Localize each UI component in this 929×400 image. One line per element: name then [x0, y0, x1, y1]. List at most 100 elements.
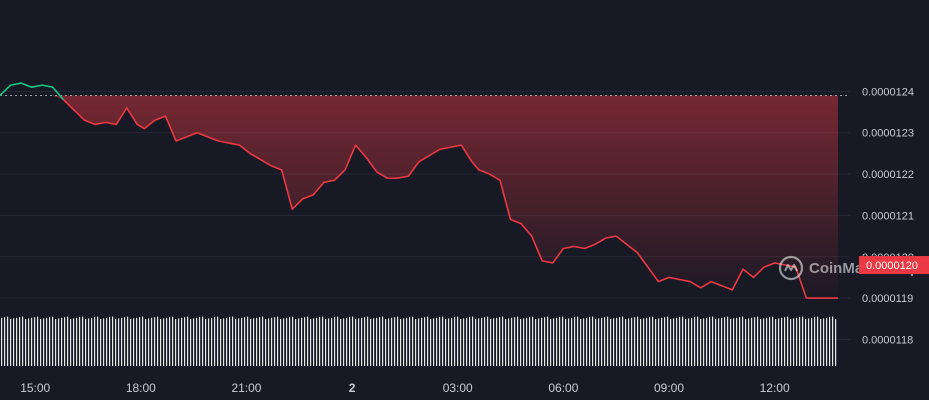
volume-bar [250, 319, 252, 366]
x-tick-label: 03:00 [443, 381, 473, 395]
volume-bar [832, 316, 834, 366]
volume-bar [298, 318, 300, 366]
volume-bar [214, 317, 216, 366]
volume-bar [340, 319, 342, 366]
volume-bar [742, 316, 744, 366]
volume-bar [655, 319, 657, 366]
volume-bar [451, 317, 453, 366]
volume-bar [217, 316, 219, 366]
volume-bar [40, 319, 42, 366]
volume-bar [13, 318, 15, 366]
x-tick-label: 15:00 [20, 381, 50, 395]
volume-bar [442, 316, 444, 366]
volume-bar [589, 317, 591, 366]
volume-bar [763, 318, 765, 366]
volume-bar [619, 317, 621, 366]
volume-bar [796, 317, 798, 366]
volume-bar [814, 317, 816, 366]
volume-bar [502, 316, 504, 366]
volume-bar [592, 316, 594, 366]
volume-bar [136, 317, 138, 366]
volume-bar [139, 317, 141, 366]
volume-bar [568, 318, 570, 366]
volume-bar [433, 318, 435, 366]
volume-bar [787, 316, 789, 366]
volume-bar [31, 317, 33, 366]
volume-bar [802, 316, 804, 366]
volume-bar [565, 319, 567, 366]
volume-bar [382, 316, 384, 366]
volume-bar [775, 319, 777, 366]
volume-bar [121, 317, 123, 366]
volume-bar [154, 317, 156, 366]
x-tick-label: 12:00 [760, 381, 790, 395]
volume-bar [37, 316, 39, 366]
volume-bar [646, 317, 648, 366]
volume-bar [730, 319, 732, 366]
volume-bar [241, 317, 243, 366]
volume-bar [793, 318, 795, 366]
volume-bar [415, 319, 417, 366]
volume-bar [319, 317, 321, 366]
volume-bar [205, 319, 207, 366]
volume-bar [610, 319, 612, 366]
volume-bar [397, 316, 399, 366]
price-line [0, 82, 838, 299]
volume-bar [532, 316, 534, 366]
volume-bar [790, 319, 792, 366]
volume-bar [67, 316, 69, 366]
volume-bar [34, 317, 36, 366]
volume-bar [523, 318, 525, 366]
volume-bar [73, 318, 75, 366]
volume-bar [109, 317, 111, 366]
volume-bar [454, 317, 456, 366]
volume-bar [385, 319, 387, 366]
volume-bar [553, 318, 555, 366]
volume-bar [91, 317, 93, 366]
y-tick-label: 0.0000118 [862, 334, 913, 346]
volume-bar [97, 316, 99, 366]
volume-bar [112, 316, 114, 366]
volume-bar [127, 316, 129, 366]
volume-bar [805, 319, 807, 366]
volume-bar [280, 319, 282, 366]
volume-bar [706, 317, 708, 366]
volume-bar [130, 319, 132, 366]
volume-bar [457, 316, 459, 366]
volume-bar [640, 319, 642, 366]
volume-bar [826, 317, 828, 366]
volume-bar [664, 317, 666, 366]
volume-bar [463, 318, 465, 366]
volume-bar [625, 319, 627, 366]
volume-bar [733, 318, 735, 366]
volume-bar [676, 317, 678, 366]
y-tick-label: 0.0000123 [862, 128, 914, 140]
volume-bar [118, 318, 120, 366]
volume-bar [724, 317, 726, 366]
volume-bar [394, 317, 396, 366]
volume-bar [328, 318, 330, 366]
volume-bar [703, 318, 705, 366]
volume-bar [334, 317, 336, 366]
volume-bar [229, 317, 231, 366]
volume-bar [547, 316, 549, 366]
volume-bar [244, 317, 246, 366]
volume-bar [313, 318, 315, 366]
volume-bar [88, 318, 90, 366]
volume-bar [541, 317, 543, 366]
volume-bar [301, 317, 303, 366]
volume-bar [259, 317, 261, 366]
volume-bar [223, 318, 225, 366]
volume-bar [232, 316, 234, 366]
volume-bar [157, 316, 159, 366]
volume-bar [598, 318, 600, 366]
volume-bar [199, 317, 201, 366]
volume-bar [7, 316, 9, 366]
volume-bar [352, 316, 354, 366]
volume-bar [673, 318, 675, 366]
volume-bar [718, 318, 720, 366]
volume-bar [604, 317, 606, 366]
volume-bar [538, 318, 540, 366]
volume-bar [448, 318, 450, 366]
volume-bar [277, 316, 279, 366]
